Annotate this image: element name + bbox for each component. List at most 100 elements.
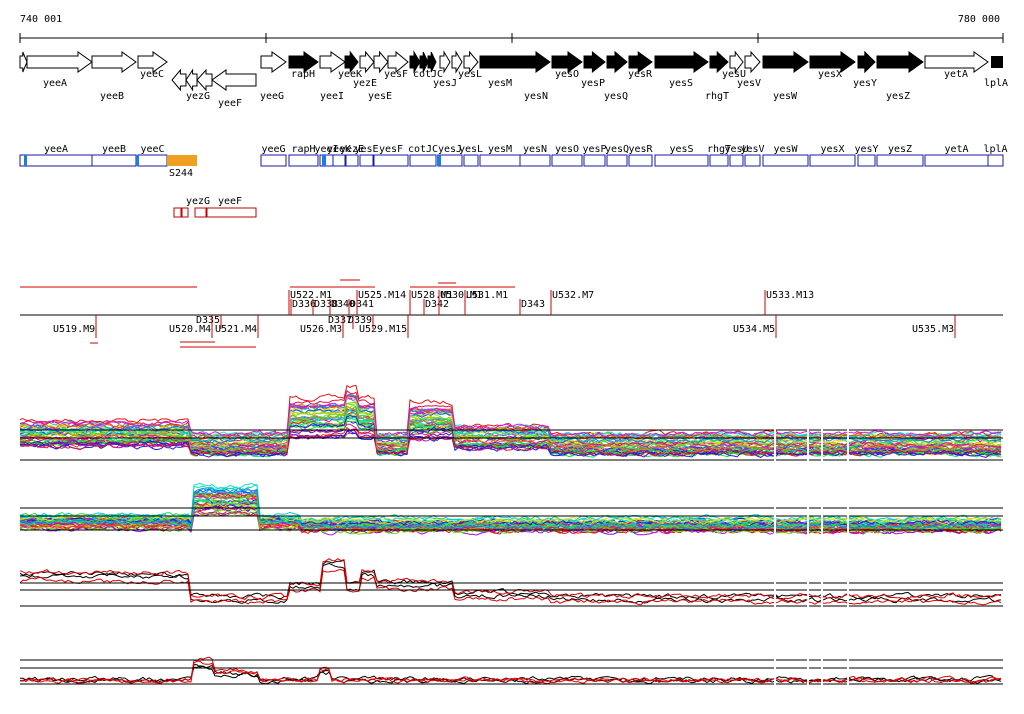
gene-arrow <box>729 50 744 74</box>
gene-label: rhgT <box>705 91 729 102</box>
feature-box <box>857 154 876 167</box>
gene-label: rapH <box>291 69 315 80</box>
reverse-box <box>181 207 189 218</box>
gene-label: yesP <box>581 78 605 89</box>
gene-arrow <box>419 51 429 73</box>
feature-label: yesV <box>740 144 764 155</box>
special-label: S244 <box>169 168 193 179</box>
expression-line <box>19 490 1002 523</box>
gene-arrow <box>260 51 287 73</box>
gene-label: yesZ <box>886 91 910 102</box>
feature-box <box>876 154 924 167</box>
gene-arrow <box>809 51 856 73</box>
feature-box <box>409 154 437 167</box>
gene-arrow <box>551 51 583 73</box>
gene-arrow <box>583 50 606 74</box>
gene-arrow <box>451 50 463 74</box>
gene-arrow <box>479 51 551 73</box>
expression-line <box>19 656 1002 684</box>
gene-label: cotJC <box>413 69 443 80</box>
feature-mark <box>24 155 27 166</box>
segment-label: D342 <box>425 299 449 310</box>
feature-label: rapH <box>291 144 315 155</box>
feature-label: yesY <box>854 144 878 155</box>
special-box <box>167 155 197 166</box>
segment-label: U532.M7 <box>552 290 594 301</box>
feature-label: yesN <box>523 144 547 155</box>
segment-label: D338 <box>314 299 338 310</box>
gene-arrow <box>344 50 359 74</box>
gene-arrow <box>762 51 809 73</box>
gene-label: yeeI <box>320 91 344 102</box>
feature-box <box>744 154 761 167</box>
segment-label: U526.M3 <box>300 324 342 335</box>
feature-label: yesJ <box>438 144 462 155</box>
feature-box <box>583 154 606 167</box>
expression-line <box>19 396 1002 445</box>
expression-line <box>19 394 1002 438</box>
segment-label: U531.M1 <box>466 290 508 301</box>
feature-box <box>463 154 479 167</box>
gene-arrow <box>606 50 628 74</box>
feature-box <box>924 154 989 167</box>
gene-label: yesM <box>488 78 512 89</box>
segment-label: D337 <box>328 315 352 326</box>
gene-label: yesY <box>853 78 877 89</box>
gene-arrow <box>387 50 409 74</box>
feature-mark <box>437 155 441 166</box>
gene-arrow <box>427 51 437 73</box>
feature-box <box>359 154 374 167</box>
gene-arrow <box>709 50 729 74</box>
feature-label: yesL <box>459 144 483 155</box>
feature-box <box>987 154 1004 167</box>
segment-label: U520.M4 <box>169 324 211 335</box>
gene-label: yesW <box>773 91 798 102</box>
feature-box <box>729 154 744 167</box>
feature-label: cotJC <box>408 144 438 155</box>
gene-label: yeeB <box>100 91 124 102</box>
feature-label: yesX <box>820 144 844 155</box>
feature-label: yeeB <box>102 144 126 155</box>
gene-arrow <box>409 50 421 74</box>
gene-label: yesE <box>368 91 392 102</box>
gene-label: yesL <box>458 69 482 80</box>
feature-label: yesO <box>555 144 579 155</box>
reverse-label: yeeF <box>218 196 242 207</box>
segment-label: U529.M15 <box>359 324 407 335</box>
feature-box <box>809 154 856 167</box>
expression-line <box>19 493 1002 523</box>
expression-line <box>19 426 1002 456</box>
segment-label: U528.M1 <box>411 290 453 301</box>
feature-label: yesR <box>628 144 653 155</box>
feature-label: yesM <box>488 144 512 155</box>
segment-label: D341 <box>350 299 374 310</box>
segment-label: U525.M14 <box>358 290 406 301</box>
gene-arrow <box>26 51 93 73</box>
expression-line <box>19 558 1002 601</box>
segment-label: U534.M5 <box>733 324 775 335</box>
gene-arrow <box>19 51 28 73</box>
gene-arrow <box>439 50 451 74</box>
segment-label: U533.M13 <box>766 290 814 301</box>
gene-label: lplA <box>984 78 1008 89</box>
feature-label: yeeA <box>44 144 68 155</box>
gene-label: yesS <box>669 78 693 89</box>
segment-label: D340 <box>331 299 355 310</box>
expression-line <box>19 488 1002 531</box>
gene-label: yeeG <box>260 91 284 102</box>
feature-label: yeeI <box>314 144 338 155</box>
feature-mark <box>136 155 139 166</box>
gene-arrow <box>876 51 924 73</box>
reverse-label: yezG <box>186 196 210 207</box>
feature-box <box>332 154 346 167</box>
gene-arrow <box>288 51 319 73</box>
gene-label: yesU <box>722 69 746 80</box>
gene-label: yesN <box>524 91 548 102</box>
segment-label: U535.M3 <box>912 324 954 335</box>
expression-tracks <box>19 384 1003 700</box>
segment-label: D335 <box>196 315 220 326</box>
feature-box <box>628 154 653 167</box>
gene-label: yeeA <box>43 78 67 89</box>
gene-arrow <box>137 51 168 73</box>
